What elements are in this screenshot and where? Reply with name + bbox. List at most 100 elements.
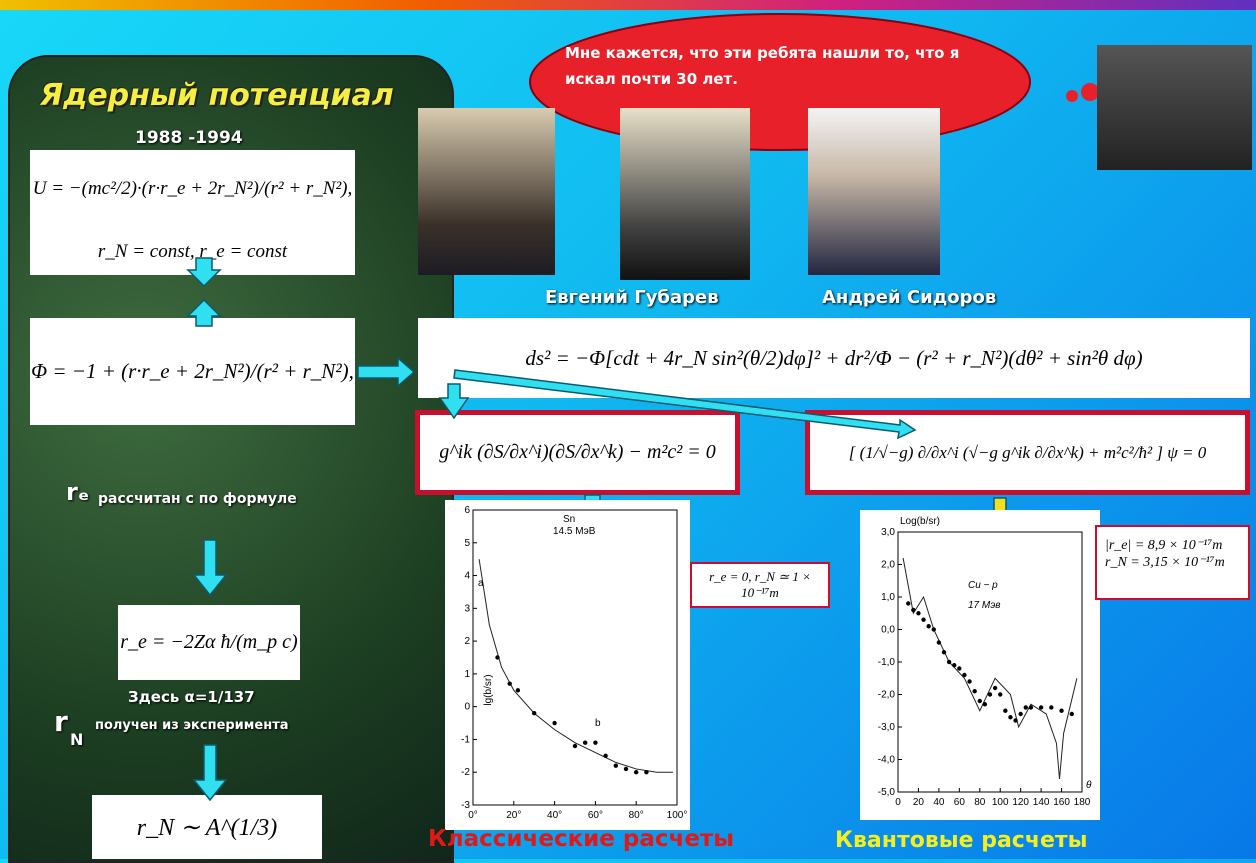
x-tick-label: 120 (1012, 797, 1029, 808)
axis-label: lg(b/sr) (483, 674, 494, 705)
arrow (194, 540, 226, 800)
data-point (634, 770, 638, 774)
data-point (1003, 709, 1007, 713)
data-point (1029, 705, 1033, 709)
y-tick-label: 0,0 (881, 625, 895, 636)
data-point (967, 679, 971, 683)
result: |r_e| = 8,9 × 10⁻¹⁷m r_N = 3,15 × 10⁻¹⁷m (1095, 525, 1250, 600)
data-point (978, 699, 982, 703)
person-name: Евгений Губарев (545, 287, 719, 308)
photo (620, 108, 750, 280)
x-tick-label: 60 (954, 797, 966, 808)
y-tick-label: -5,0 (878, 787, 896, 798)
arrow (440, 384, 468, 418)
x-tick-label: 100 (992, 797, 1009, 808)
x-tick-label: 0 (895, 797, 901, 808)
result-line: |r_e| = 8,9 × 10⁻¹⁷m (1105, 537, 1240, 554)
data-point (1024, 705, 1028, 709)
y-tick-label: -1 (461, 734, 470, 745)
data-point (962, 673, 966, 677)
data-point (911, 608, 915, 612)
annotation: 14.5 МэВ (553, 526, 596, 537)
result-line: r_N = 3,15 × 10⁻¹⁷m (1105, 554, 1240, 571)
x-tick-label: 80 (974, 797, 986, 808)
data-point (983, 702, 987, 706)
data-point (1059, 709, 1063, 713)
y-tick-label: 1,0 (881, 592, 895, 603)
x-tick-label: 100° (667, 810, 688, 821)
data-point (1039, 705, 1043, 709)
x-tick-label: 60° (588, 810, 603, 821)
y-tick-label: -4,0 (878, 755, 896, 766)
data-point (593, 741, 597, 745)
data-point (937, 640, 941, 644)
x-tick-label: 40 (933, 797, 945, 808)
photo (418, 108, 555, 275)
photo (808, 108, 940, 275)
plot: 6543210-1-2-30°20°40°60°80°100°lg(b/sr)S… (445, 500, 690, 830)
data-point (952, 663, 956, 667)
annotation: Sn (563, 514, 575, 525)
x-tick-label: 40° (547, 810, 562, 821)
data-point (624, 767, 628, 771)
caption: Квантовые расчеты (835, 828, 1088, 853)
annotation: a (478, 578, 484, 589)
data-point (583, 741, 587, 745)
data-point (532, 711, 536, 715)
y-tick-label: 2,0 (881, 560, 895, 571)
data-point (932, 627, 936, 631)
annotation: 17 Мэв (968, 600, 1000, 611)
result: r_e = 0, r_N ≃ 1 × 10⁻¹⁷m (690, 562, 830, 608)
data-point (644, 770, 648, 774)
speech-text: Мне кажется, что эти ребята нашли то, чт… (565, 40, 1005, 92)
y-tick-label: 5 (464, 538, 470, 549)
fit-curve (903, 558, 1077, 779)
x-tick-label: 0° (468, 810, 478, 821)
y-tick-label: -3,0 (878, 722, 896, 733)
data-point (603, 754, 607, 758)
slide: Ядерный потенциал 1988 -1994 U = −(mc²/2… (0, 0, 1256, 859)
data-point (942, 650, 946, 654)
y-tick-label: -2 (461, 767, 470, 778)
data-point (1070, 712, 1074, 716)
axes-frame (473, 510, 677, 805)
data-point (957, 666, 961, 670)
data-point (947, 660, 951, 664)
x-tick-label: 180 (1074, 797, 1091, 808)
y-tick-label: 0 (464, 702, 470, 713)
person-name: Андрей Сидоров (822, 287, 996, 308)
data-point (573, 744, 577, 748)
data-point (972, 689, 976, 693)
data-point (906, 601, 910, 605)
y-tick-label: 6 (464, 505, 470, 516)
arrow (358, 358, 414, 386)
x-tick-label: 160 (1053, 797, 1070, 808)
data-point (998, 692, 1002, 696)
data-point (926, 624, 930, 628)
data-point (614, 763, 618, 767)
data-point (993, 686, 997, 690)
y-tick-label: 2 (464, 636, 470, 647)
caption: Классические расчеты (428, 826, 734, 852)
arrow (188, 258, 220, 326)
data-point (516, 688, 520, 692)
x-tick-label: 20 (913, 797, 925, 808)
x-tick-label: 80° (629, 810, 644, 821)
data-point (921, 618, 925, 622)
y-tick-label: 3,0 (881, 527, 895, 538)
annotation: b (595, 718, 601, 729)
x-tick-label: 140 (1033, 797, 1050, 808)
x-tick-label: 20° (506, 810, 521, 821)
bubble-dot (1066, 90, 1078, 102)
axis-label: θ (1086, 780, 1092, 791)
y-tick-label: -2,0 (878, 690, 896, 701)
y-tick-label: 4 (464, 571, 470, 582)
y-tick-label: 1 (464, 669, 470, 680)
data-point (1013, 718, 1017, 722)
data-point (1018, 712, 1022, 716)
data-point (916, 611, 920, 615)
axis-label: Log(b/sr) (900, 516, 940, 527)
